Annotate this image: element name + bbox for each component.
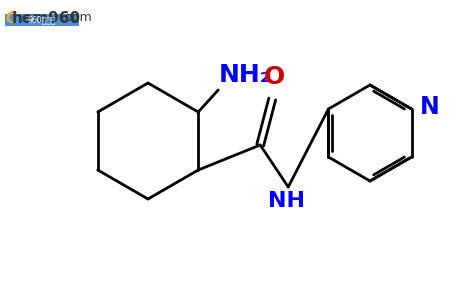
Text: 960化工网: 960化工网 — [28, 16, 56, 25]
Text: NH: NH — [268, 191, 305, 211]
Text: O: O — [264, 65, 285, 89]
FancyBboxPatch shape — [5, 14, 79, 26]
Text: C: C — [5, 11, 16, 26]
Text: hem960: hem960 — [12, 11, 81, 26]
Text: .com: .com — [62, 11, 93, 24]
Text: NH₂: NH₂ — [219, 63, 272, 87]
Text: N: N — [419, 95, 439, 119]
